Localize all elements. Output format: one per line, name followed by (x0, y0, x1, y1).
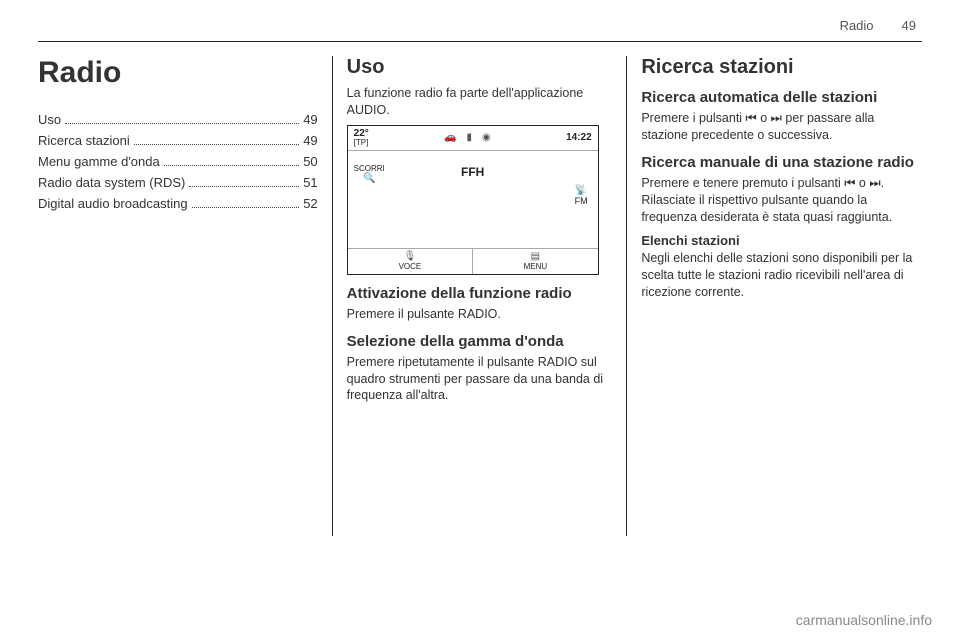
toc-list: Uso 49 Ricerca stazioni 49 Menu gamme d'… (38, 112, 318, 211)
paragraph-waveband: Premere ripetutamente il pulsante RADIO … (347, 354, 613, 405)
screen-station: FFH (461, 165, 484, 179)
toc-leader (192, 207, 300, 208)
subheading-auto-search: Ricerca automatica delle stazioni (641, 89, 922, 106)
column-toc: Radio Uso 49 Ricerca stazioni 49 Menu ga… (38, 56, 333, 536)
subheading-activation: Attivazione della funzione radio (347, 285, 613, 302)
antenna-icon: 📡 (575, 186, 587, 196)
watermark: carmanualsonline.info (796, 612, 932, 628)
screen-menu: ▤ MENU (473, 249, 598, 274)
screen-topbar: 22° [TP] 🚗 ▮ ◉ 14:22 (348, 126, 598, 151)
subheading-station-lists: Elenchi stazioni (641, 233, 922, 248)
toc-page: 50 (303, 154, 317, 169)
toc-page: 49 (303, 112, 317, 127)
header-chapter: Radio (840, 18, 874, 33)
page-title: Radio (38, 56, 318, 90)
subheading-waveband: Selezione della gamma d'onda (347, 333, 613, 350)
signal-icon: ◉ (482, 133, 491, 143)
infotainment-screen: 22° [TP] 🚗 ▮ ◉ 14:22 SCORRI 🔍 FFH (347, 125, 599, 275)
paragraph-manual-search: Premere e tenere premuto i pulsanti ⏮ o … (641, 175, 922, 226)
screen-tp: [TP] (354, 139, 369, 147)
paragraph-activation: Premere il pulsante RADIO. (347, 306, 613, 323)
screen-bottombar: 🎙 VOCE ▤ MENU (348, 248, 598, 274)
page-header: Radio 49 (38, 18, 922, 33)
toc-item: Digital audio broadcasting 52 (38, 196, 318, 211)
toc-page: 51 (303, 175, 317, 190)
toc-item: Uso 49 (38, 112, 318, 127)
column-ricerca: Ricerca stazioni Ricerca automatica dell… (627, 56, 922, 536)
toc-label: Radio data system (RDS) (38, 175, 185, 190)
toc-item: Menu gamme d'onda 50 (38, 154, 318, 169)
band-label: FM (575, 196, 588, 206)
screen-voice: 🎙 VOCE (348, 249, 474, 274)
toc-page: 49 (303, 133, 317, 148)
section-heading-uso: Uso (347, 56, 613, 79)
header-rule (38, 41, 922, 42)
paragraph-auto-search: Premere i pulsanti ⏮ o ⏭ per passare all… (641, 110, 922, 144)
toc-page: 52 (303, 196, 317, 211)
menu-label: MENU (524, 262, 548, 271)
toc-item: Radio data system (RDS) 51 (38, 175, 318, 190)
paragraph-station-lists: Negli elenchi delle stazioni sono dispon… (641, 250, 922, 301)
toc-label: Digital audio broadcasting (38, 196, 188, 211)
menu-icon: ▤ (531, 252, 540, 262)
toc-label: Ricerca stazioni (38, 133, 130, 148)
toc-item: Ricerca stazioni 49 (38, 133, 318, 148)
voice-label: VOCE (399, 262, 422, 271)
toc-leader (65, 123, 299, 124)
toc-label: Menu gamme d'onda (38, 154, 160, 169)
screen-band: 📡 FM (575, 185, 588, 206)
uso-intro: La funzione radio fa parte dell'applicaz… (347, 85, 613, 119)
mic-icon: 🎙 (404, 252, 417, 262)
battery-icon: ▮ (467, 133, 473, 143)
screen-time: 14:22 (566, 132, 592, 143)
section-heading-ricerca: Ricerca stazioni (641, 56, 922, 79)
screen-scroll: SCORRI 🔍 (354, 165, 385, 184)
search-icon: 🔍 (363, 174, 375, 184)
car-icon: 🚗 (444, 133, 456, 143)
toc-leader (134, 144, 299, 145)
column-uso: Uso La funzione radio fa parte dell'appl… (333, 56, 628, 536)
toc-leader (164, 165, 299, 166)
toc-leader (189, 186, 299, 187)
subheading-manual-search: Ricerca manuale di una stazione radio (641, 154, 922, 171)
toc-label: Uso (38, 112, 61, 127)
header-page-number: 49 (902, 18, 916, 33)
